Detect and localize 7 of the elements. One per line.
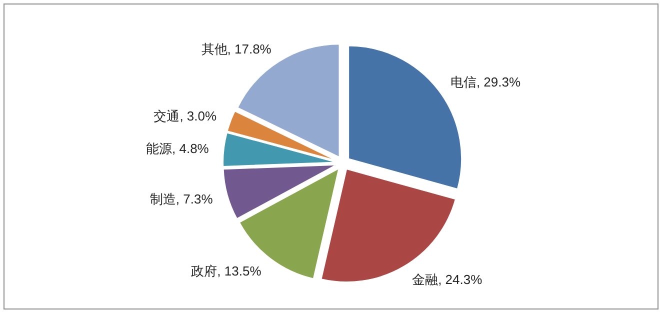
slice-label: 交通, 3.0% xyxy=(154,108,217,124)
slice-label: 能源, 4.8% xyxy=(146,140,210,156)
slice-label: 制造, 7.3% xyxy=(150,192,214,207)
slice-label: 其他, 17.8% xyxy=(201,42,272,57)
slice-label: 政府, 13.5% xyxy=(191,263,262,278)
slice-label: 电信, 29.3% xyxy=(450,74,521,90)
slice-label: 金融, 24.3% xyxy=(412,272,483,287)
